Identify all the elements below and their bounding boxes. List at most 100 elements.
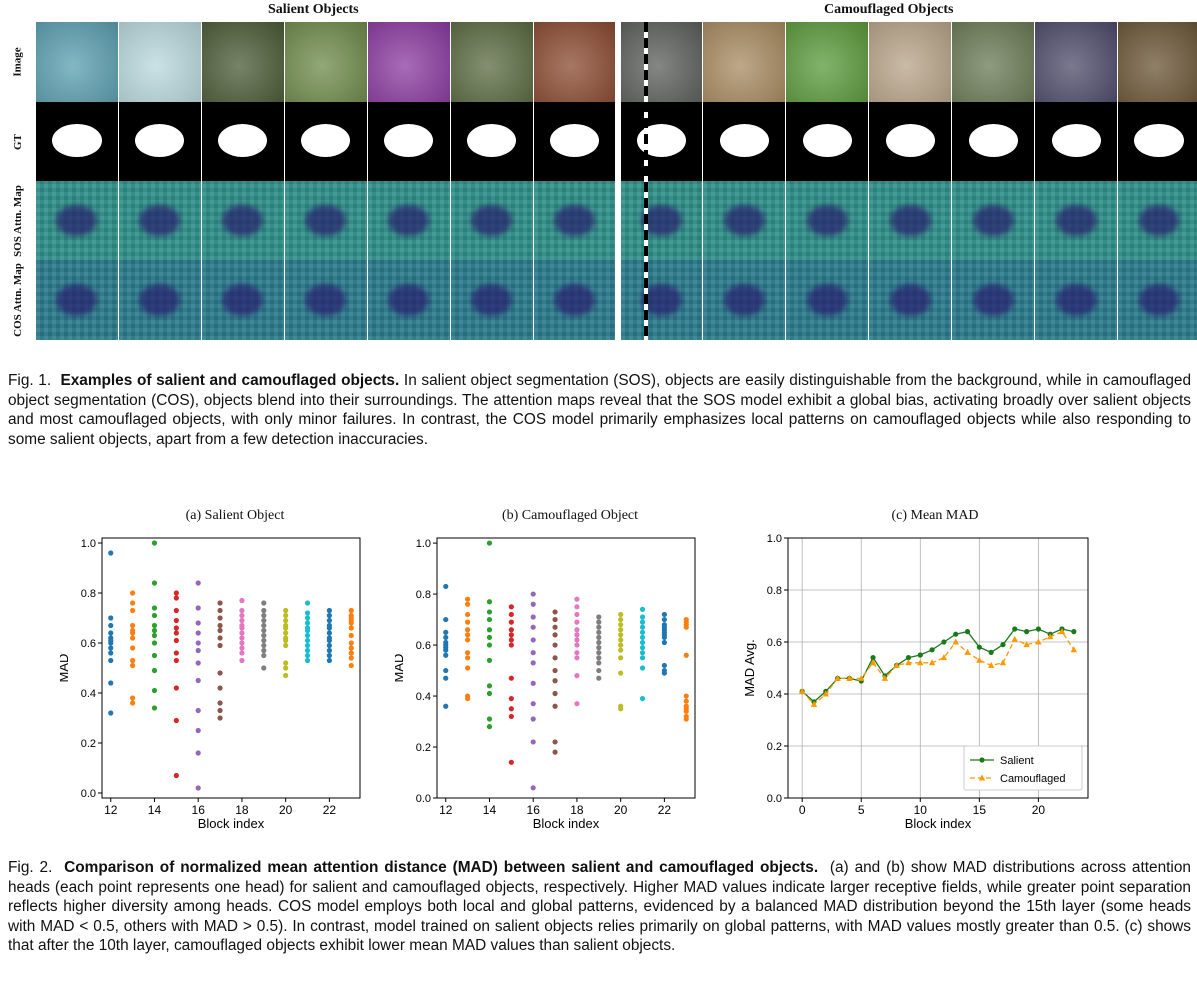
- data-point: [552, 667, 558, 674]
- legend-label: Salient: [1000, 755, 1034, 767]
- data-point: [596, 655, 602, 661]
- data-point: [1071, 629, 1077, 635]
- data-point: [508, 695, 514, 702]
- data-point: [661, 662, 667, 669]
- ground-truth-tile: [952, 102, 1035, 181]
- data-point: [108, 650, 114, 656]
- data-point: [108, 645, 114, 651]
- data-point: [283, 665, 289, 671]
- y-tick-label: 0.6: [416, 640, 431, 652]
- data-point: [130, 662, 136, 669]
- mask-shape: [301, 124, 351, 158]
- data-point: [858, 674, 865, 681]
- data-point: [326, 612, 332, 619]
- data-point: [618, 627, 624, 633]
- data-point: [987, 661, 995, 668]
- mask-shape: [467, 124, 517, 158]
- data-point: [217, 700, 223, 706]
- data-point: [217, 600, 223, 606]
- data-point: [618, 616, 624, 623]
- data-point: [1035, 626, 1041, 632]
- data-point: [552, 739, 558, 745]
- data-point: [530, 637, 536, 643]
- data-point: [217, 635, 223, 641]
- data-point: [130, 607, 136, 614]
- data-point: [952, 638, 959, 645]
- data-point: [239, 645, 245, 651]
- data-point: [552, 642, 558, 648]
- data-point: [173, 717, 179, 724]
- data-point: [326, 607, 332, 614]
- caption-2-text: (a) and (b) show MAD distributions acros…: [8, 859, 1191, 954]
- data-point: [822, 690, 829, 697]
- attention-blob: [1138, 204, 1180, 237]
- data-point: [304, 657, 311, 664]
- ground-truth-tile: [284, 102, 367, 181]
- data-point: [940, 654, 948, 661]
- data-point: [683, 716, 689, 722]
- data-point: [552, 632, 558, 638]
- data-point: [304, 615, 311, 621]
- data-point: [530, 739, 536, 745]
- data-point: [508, 627, 514, 633]
- x-tick-label: 18: [235, 803, 249, 817]
- data-point: [596, 675, 602, 681]
- x-tick-label: 10: [914, 803, 928, 817]
- data-point: [261, 607, 267, 614]
- data-point: [195, 640, 201, 646]
- data-point: [465, 695, 471, 702]
- data-point: [443, 629, 449, 635]
- data-point: [108, 680, 114, 686]
- y-tick-label: 0.6: [767, 637, 782, 649]
- data-point: [348, 662, 354, 669]
- data-point: [574, 655, 580, 661]
- data-point: [465, 637, 471, 643]
- data-point: [976, 656, 983, 663]
- image-tile: [36, 22, 118, 102]
- data-point: [596, 629, 602, 635]
- data-point: [261, 642, 267, 649]
- data-point: [639, 645, 646, 651]
- image-tile: [703, 22, 786, 102]
- data-point: [596, 614, 602, 620]
- data-point: [530, 591, 536, 597]
- x-tick-label: 14: [148, 803, 162, 817]
- data-point: [486, 642, 493, 648]
- data-point: [217, 715, 223, 721]
- y-tick-label: 1.0: [416, 538, 431, 550]
- caption-1-text: In salient object segmentation (SOS), ob…: [8, 372, 1191, 448]
- data-point: [151, 612, 158, 619]
- data-point: [530, 624, 536, 630]
- attention-blob: [889, 204, 931, 237]
- ground-truth-tile: [786, 102, 869, 181]
- x-tick-label: 15: [973, 803, 987, 817]
- data-point: [304, 652, 311, 659]
- data-point: [1023, 629, 1030, 635]
- ground-truth-tile: [201, 102, 284, 181]
- y-tick-label: 1.0: [767, 533, 782, 545]
- data-point: [639, 639, 646, 646]
- data-point: [618, 670, 624, 676]
- x-tick-label: 20: [1032, 803, 1046, 817]
- data-point: [486, 683, 493, 689]
- data-point: [486, 609, 493, 615]
- data-point: [530, 716, 536, 722]
- image-tile: [1035, 22, 1118, 102]
- data-point: [798, 687, 806, 694]
- data-point: [465, 611, 471, 618]
- data-point: [1000, 642, 1006, 648]
- data-point: [846, 674, 853, 681]
- data-point: [486, 599, 493, 605]
- data-point: [618, 611, 624, 618]
- x-tick-label: 14: [483, 803, 497, 817]
- ground-truth-tile: [869, 102, 952, 181]
- data-point: [130, 657, 136, 664]
- data-point: [304, 637, 311, 644]
- y-tick-label: 0.6: [81, 638, 96, 650]
- data-point: [508, 619, 514, 625]
- legend-marker: [979, 757, 985, 763]
- caption-2-bold: Comparison of normalized mean attention …: [64, 859, 819, 876]
- data-point: [552, 749, 558, 755]
- data-point: [173, 590, 179, 596]
- data-point: [261, 632, 267, 639]
